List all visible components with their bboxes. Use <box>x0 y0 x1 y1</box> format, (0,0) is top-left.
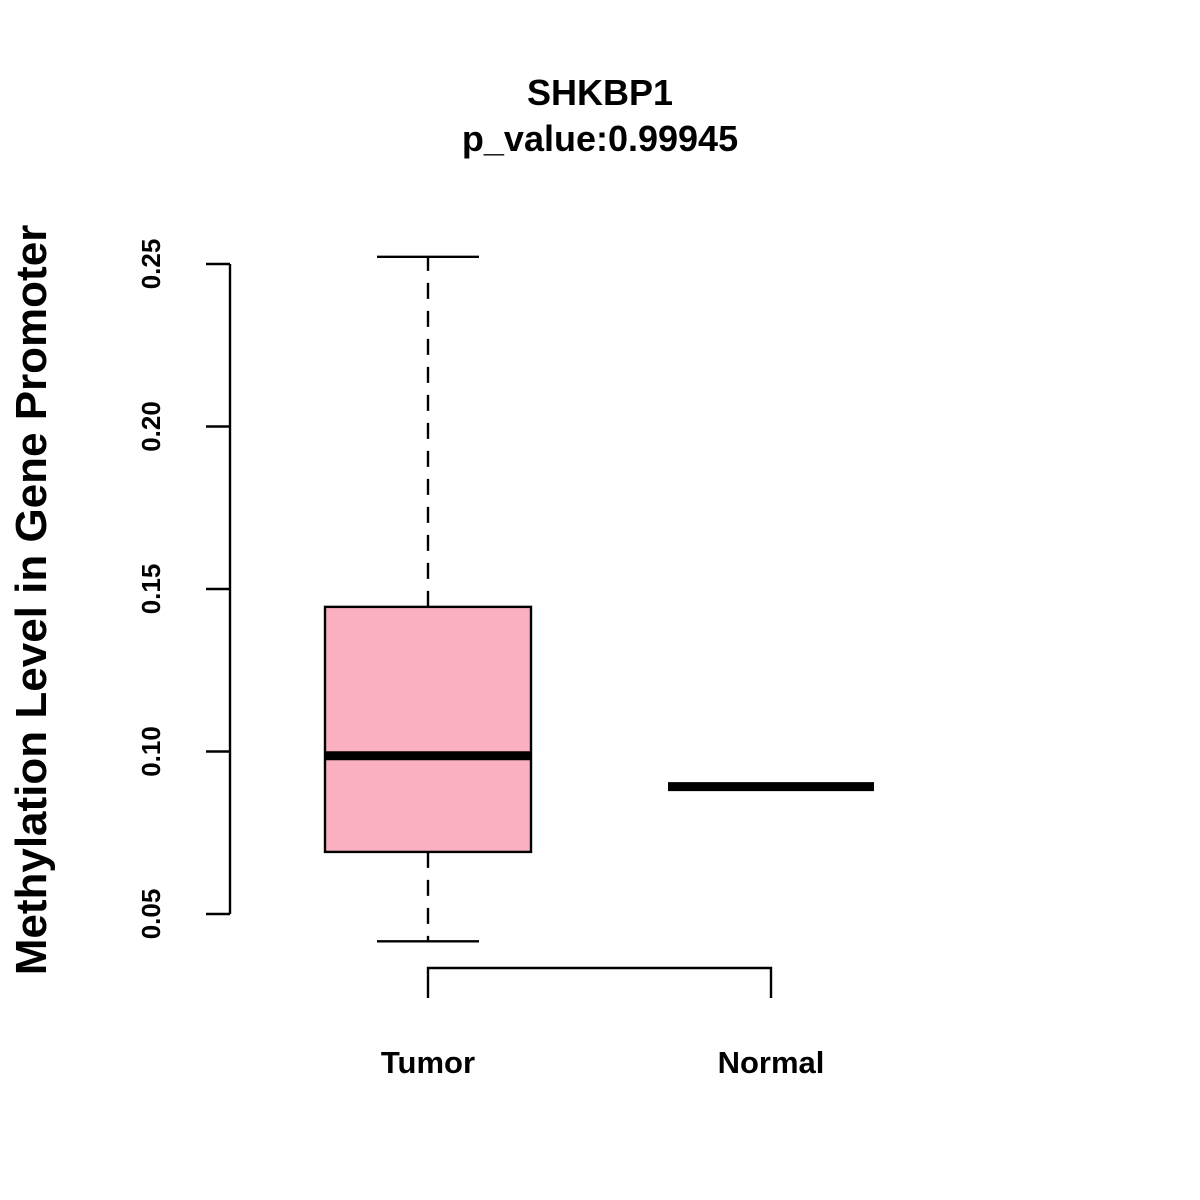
y-tick-label: 0.20 <box>136 401 166 452</box>
y-axis-label: Methylation Level in Gene Promoter <box>7 225 56 976</box>
box-body <box>323 605 533 854</box>
y-tick-label: 0.25 <box>136 239 166 290</box>
category-label-normal: Normal <box>718 1045 825 1080</box>
y-tick-label: 0.15 <box>136 564 166 615</box>
bracket-line <box>426 966 773 998</box>
boxes-layer <box>323 255 874 943</box>
category-label-tumor: Tumor <box>381 1045 475 1080</box>
category-labels: Tumor Normal <box>381 1045 824 1080</box>
chart-subtitle: p_value:0.99945 <box>462 118 738 159</box>
comparison-bracket <box>426 966 773 998</box>
y-tick-label: 0.10 <box>136 726 166 777</box>
y-tick-label: 0.05 <box>136 889 166 940</box>
box-tumor <box>323 255 533 943</box>
y-axis: 0.05 0.10 0.15 0.20 0.25 <box>136 239 232 940</box>
chart-title: SHKBP1 <box>527 72 673 113</box>
